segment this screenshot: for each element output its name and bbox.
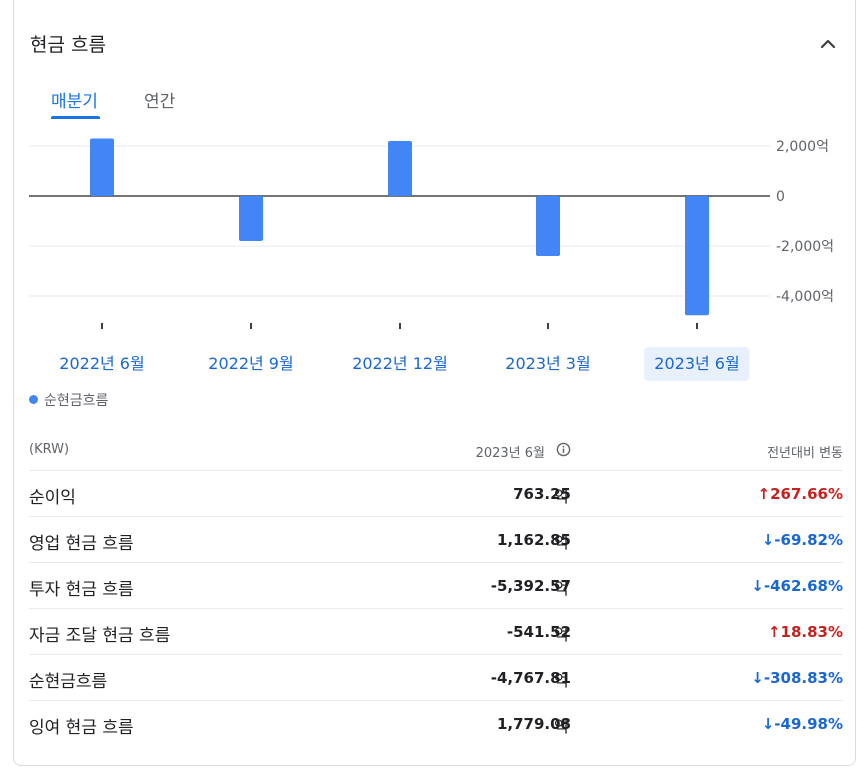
table-row: 순이익 763.25 억 ↑267.66%: [29, 470, 843, 517]
row-unit: 억: [554, 487, 569, 506]
table-row: 투자 현금 흐름 -5,392.57 억 ↓-462.68%: [29, 562, 843, 609]
row-unit: 억: [554, 717, 569, 736]
bar[interactable]: [388, 141, 412, 196]
table-row: 영업 현금 흐름 1,162.85 억 ↓-69.82%: [29, 516, 843, 563]
row-value: -4,767.81: [490, 669, 571, 687]
table-row: 잉여 현금 흐름 1,779.08 억 ↓-49.98%: [29, 700, 843, 747]
bar[interactable]: [239, 196, 263, 241]
y-tick-label: 2,000억: [776, 139, 829, 155]
info-icon[interactable]: [556, 442, 571, 457]
change-value: -49.98%: [774, 715, 843, 733]
row-value: 1,779.08: [496, 715, 571, 733]
x-axis-label[interactable]: 2022년 9월: [208, 354, 294, 373]
tab-annual[interactable]: 연간: [144, 92, 176, 112]
change-value: -462.68%: [763, 577, 843, 595]
row-value: 763.25: [513, 485, 571, 503]
chevron-up-icon[interactable]: [816, 34, 840, 54]
cash-flow-bar-chart: 2,000억 0 -2,000억 -4,000억: [29, 138, 834, 329]
bar[interactable]: [90, 138, 114, 197]
row-value: -5,392.57: [490, 577, 571, 595]
row-change: ↓-69.82%: [762, 531, 843, 549]
row-label: 잉여 현금 흐름: [29, 718, 134, 738]
row-change: ↑18.83%: [768, 623, 843, 641]
row-label: 영업 현금 흐름: [29, 534, 134, 554]
x-axis-label[interactable]: 2023년 6월: [644, 347, 750, 381]
table-row: 순현금흐름 -4,767.81 억 ↓-308.83%: [29, 654, 843, 701]
date-header: 2023년 6월: [475, 446, 545, 461]
section-title: 현금 흐름: [30, 34, 106, 56]
row-unit: 억: [554, 579, 569, 598]
row-label: 자금 조달 현금 흐름: [29, 626, 171, 646]
arrow-down-icon: ↓: [751, 577, 764, 595]
row-change: ↓-462.68%: [751, 577, 843, 595]
chart-legend: 순현금흐름: [29, 390, 108, 410]
row-value: -541.52: [506, 623, 571, 641]
arrow-down-icon: ↓: [761, 531, 775, 549]
x-axis-label[interactable]: 2023년 3월: [505, 354, 591, 373]
legend-dot: [29, 395, 38, 404]
row-change: ↓-49.98%: [762, 715, 843, 733]
arrow-up-icon: ↑: [767, 623, 781, 641]
unit-header: (KRW): [29, 442, 70, 457]
row-unit: 억: [554, 625, 569, 644]
change-value: -308.83%: [763, 669, 843, 687]
row-label: 순이익: [29, 488, 76, 508]
change-value: 18.83%: [780, 623, 843, 641]
legend-label: 순현금흐름: [44, 393, 109, 409]
row-value: 1,162.85: [496, 531, 571, 549]
x-axis-label[interactable]: 2022년 6월: [59, 354, 145, 373]
tab-underline: [51, 116, 100, 119]
change-value: 267.66%: [770, 485, 843, 503]
y-tick-label: 0: [776, 189, 785, 205]
arrow-up-icon: ↑: [757, 485, 771, 503]
row-label: 순현금흐름: [29, 672, 108, 692]
arrow-down-icon: ↓: [751, 669, 764, 687]
change-value: -69.82%: [774, 531, 843, 549]
y-tick-label: -4,000억: [776, 289, 834, 305]
x-axis-label[interactable]: 2022년 12월: [352, 354, 448, 373]
row-unit: 억: [554, 533, 569, 552]
arrow-down-icon: ↓: [761, 715, 775, 733]
row-label: 투자 현금 흐름: [29, 580, 134, 600]
row-unit: 억: [554, 671, 569, 690]
cash-flow-card: [13, 0, 856, 766]
change-header: 전년대비 변동: [767, 446, 843, 461]
bar[interactable]: [685, 196, 709, 316]
row-change: ↓-308.83%: [751, 669, 843, 687]
tab-quarterly[interactable]: 매분기: [51, 92, 98, 112]
row-change: ↑267.66%: [758, 485, 844, 503]
table-row: 자금 조달 현금 흐름 -541.52 억 ↑18.83%: [29, 608, 843, 655]
y-tick-label: -2,000억: [776, 239, 834, 255]
bar[interactable]: [536, 196, 560, 256]
